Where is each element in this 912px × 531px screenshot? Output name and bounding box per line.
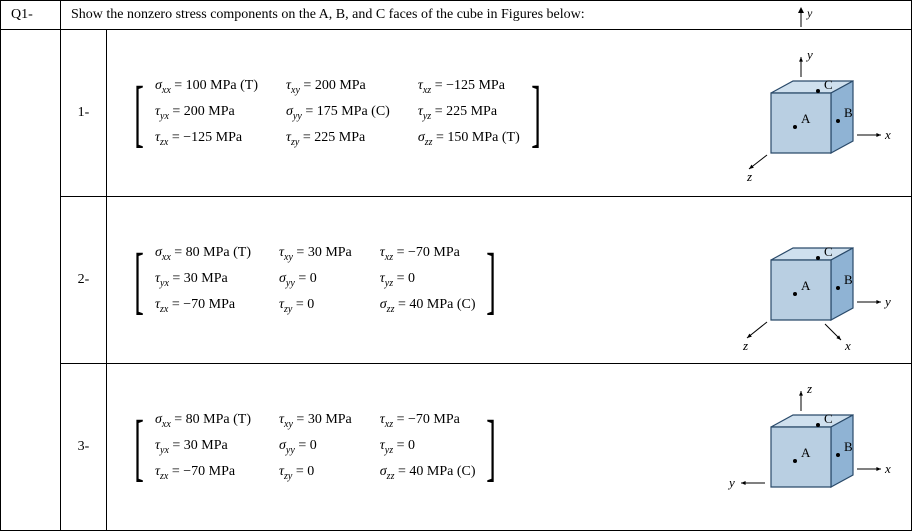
cube-svg-1: A BCy x z <box>701 38 901 188</box>
matrix-grid-1: σxx = 100 MPa (T) τxy = 200 MPa τxz = −1… <box>151 74 524 151</box>
matrix-grid-3: σxx = 80 MPa (T) τxy = 30 MPa τxz = −70 … <box>151 408 480 485</box>
m3-21: τzy = 0 <box>279 464 352 482</box>
m3-00: σxx = 80 MPa (T) <box>155 412 251 430</box>
m3-20: τzx = −70 MPa <box>155 464 251 482</box>
m2-02: τxz = −70 MPa <box>380 245 476 263</box>
m3-12: τyz = 0 <box>380 438 476 456</box>
m3-01: τxy = 30 MPa <box>279 412 352 430</box>
svg-text:x: x <box>844 338 851 353</box>
cube-svg-3: A BCz x y <box>701 372 901 522</box>
m2-20: τzx = −70 MPa <box>155 297 251 315</box>
m1-01: τxy = 200 MPa <box>286 78 390 96</box>
matrix-grid-2: σxx = 80 MPa (T) τxy = 30 MPa τxz = −70 … <box>151 241 480 318</box>
m1-00: σxx = 100 MPa (T) <box>155 78 258 96</box>
svg-text:C: C <box>824 411 833 426</box>
m1-22: σzz = 150 MPa (T) <box>418 130 520 148</box>
stress-matrix-2: σxx = 80 MPa (T) τxy = 30 MPa τxz = −70 … <box>127 241 503 318</box>
part-1-content: σxx = 100 MPa (T) τxy = 200 MPa τxz = −1… <box>107 30 691 196</box>
m2-22: σzz = 40 MPa (C) <box>380 297 476 315</box>
bracket-left <box>134 406 144 487</box>
m2-11: σyy = 0 <box>279 271 352 289</box>
part-3: 3- σxx = 80 MPa (T) τxy = 30 MPa τxz = −… <box>61 364 911 530</box>
m1-20: τzx = −125 MPa <box>155 130 258 148</box>
m2-01: τxy = 30 MPa <box>279 245 352 263</box>
part-1-label: 1- <box>61 30 107 196</box>
bracket-left <box>134 72 144 153</box>
question-container: Q1- Show the nonzero stress components o… <box>0 0 912 531</box>
svg-text:z: z <box>742 338 748 353</box>
m3-11: σyy = 0 <box>279 438 352 456</box>
figure-3: A BCz x y <box>691 364 911 530</box>
svg-text:A: A <box>801 111 811 126</box>
question-number: Q1- <box>11 7 33 23</box>
svg-text:x: x <box>884 127 891 142</box>
svg-text:A: A <box>801 278 811 293</box>
m3-22: σzz = 40 MPa (C) <box>380 464 476 482</box>
m2-21: τzy = 0 <box>279 297 352 315</box>
empty-left-cell <box>1 30 61 530</box>
cube-svg-2: A BCy z x <box>701 205 901 355</box>
svg-text:B: B <box>844 272 853 287</box>
part-3-content: σxx = 80 MPa (T) τxy = 30 MPa τxz = −70 … <box>107 364 691 530</box>
m1-12: τyz = 225 MPa <box>418 104 520 122</box>
svg-text:y: y <box>883 294 891 309</box>
part-2-content: σxx = 80 MPa (T) τxy = 30 MPa τxz = −70 … <box>107 197 691 363</box>
body-row: 1- σxx = 100 MPa (T) τxy = 200 MPa τxz =… <box>1 30 911 530</box>
bracket-left <box>134 239 144 320</box>
m1-11: σyy = 175 MPa (C) <box>286 104 390 122</box>
svg-text:z: z <box>806 381 812 396</box>
svg-text:y: y <box>805 47 813 62</box>
figure-2: A BCy z x <box>691 197 911 363</box>
figure-1: A BCy x z <box>691 30 911 196</box>
m1-10: τyx = 200 MPa <box>155 104 258 122</box>
stress-matrix-1: σxx = 100 MPa (T) τxy = 200 MPa τxz = −1… <box>127 74 548 151</box>
svg-text:y: y <box>806 7 813 20</box>
m2-10: τyx = 30 MPa <box>155 271 251 289</box>
bracket-right <box>531 72 541 153</box>
m1-02: τxz = −125 MPa <box>418 78 520 96</box>
part-1: 1- σxx = 100 MPa (T) τxy = 200 MPa τxz =… <box>61 30 911 197</box>
stress-matrix-3: σxx = 80 MPa (T) τxy = 30 MPa τxz = −70 … <box>127 408 503 485</box>
bracket-right <box>487 239 497 320</box>
svg-text:z: z <box>746 169 752 184</box>
svg-text:x: x <box>884 461 891 476</box>
part-3-label: 3- <box>61 364 107 530</box>
parts-container: 1- σxx = 100 MPa (T) τxy = 200 MPa τxz =… <box>61 30 911 530</box>
m2-00: σxx = 80 MPa (T) <box>155 245 251 263</box>
part-2: 2- σxx = 80 MPa (T) τxy = 30 MPa τxz = −… <box>61 197 911 364</box>
m1-21: τzy = 225 MPa <box>286 130 390 148</box>
header-row: Q1- Show the nonzero stress components o… <box>1 1 911 30</box>
svg-text:B: B <box>844 105 853 120</box>
bracket-right <box>487 406 497 487</box>
header-axis-hint: y <box>691 1 911 29</box>
question-number-cell: Q1- <box>1 1 61 29</box>
part-2-label: 2- <box>61 197 107 363</box>
svg-text:B: B <box>844 439 853 454</box>
question-text: Show the nonzero stress components on th… <box>71 7 585 23</box>
m3-02: τxz = −70 MPa <box>380 412 476 430</box>
m3-10: τyx = 30 MPa <box>155 438 251 456</box>
question-text-cell: Show the nonzero stress components on th… <box>61 1 691 29</box>
svg-text:C: C <box>824 77 833 92</box>
m2-12: τyz = 0 <box>380 271 476 289</box>
svg-text:y: y <box>727 475 735 490</box>
svg-text:A: A <box>801 445 811 460</box>
svg-text:C: C <box>824 244 833 259</box>
